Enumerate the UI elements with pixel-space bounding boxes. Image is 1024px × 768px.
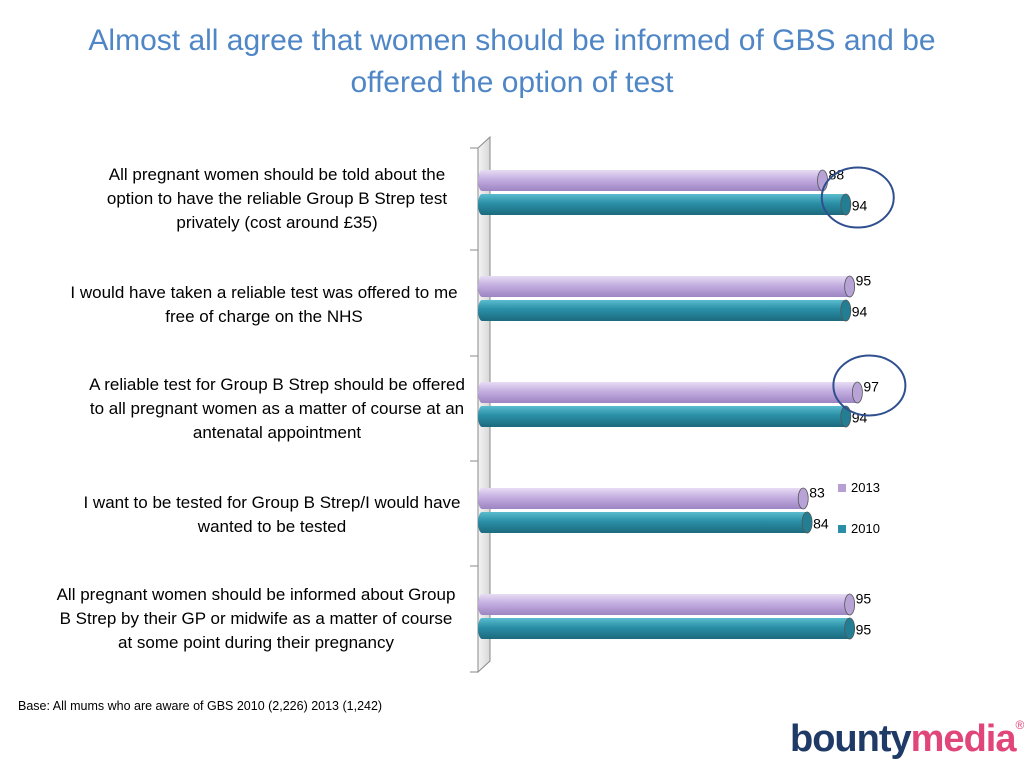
category-label-2: I would have taken a reliable test was o…	[70, 283, 458, 326]
y-axis	[470, 135, 491, 674]
bar-2013-4	[478, 487, 809, 510]
legend-item-2013: 2013	[838, 480, 880, 495]
bountymedia-logo: bountymedia®	[790, 718, 1024, 761]
value-label-2010-4: 84	[813, 516, 829, 532]
bar-2013-3	[478, 381, 863, 404]
logo-media: media	[910, 718, 1017, 760]
category-label-5: All pregnant women should be informed ab…	[56, 585, 456, 652]
value-label-2013-3: 97	[863, 379, 879, 395]
value-label-2013-4: 83	[809, 485, 825, 501]
chart-title: Almost all agree that women should be in…	[88, 24, 936, 99]
bar-2010-5	[478, 617, 856, 640]
value-label-2013-2: 95	[856, 273, 872, 289]
highlight-circle-1	[820, 166, 895, 229]
legend-swatch-2010	[838, 525, 846, 533]
value-label-2010-2: 94	[852, 304, 868, 320]
logo-bounty: bounty	[790, 718, 912, 760]
bar-2013-2	[478, 275, 856, 298]
bar-2013-1	[478, 169, 828, 192]
category-label-1: All pregnant women should be told about …	[106, 165, 448, 232]
legend-label-2010: 2010	[851, 521, 880, 536]
category-label-4: I want to be tested for Group B Strep/I …	[83, 493, 461, 536]
legend-swatch-2013	[838, 484, 846, 492]
value-label-2010-5: 95	[856, 622, 872, 638]
logo-registered-mark: ®	[1015, 718, 1024, 732]
bar-2010-3	[478, 405, 852, 428]
legend-label-2013: 2013	[851, 480, 880, 495]
bar-2013-5	[478, 593, 856, 616]
bar-2010-1	[478, 193, 852, 216]
legend-item-2010: 2010	[838, 521, 880, 536]
value-label-2013-1: 88	[829, 167, 845, 183]
base-note: Base: All mums who are aware of GBS 2010…	[18, 699, 383, 713]
value-label-2013-5: 95	[856, 591, 872, 607]
category-label-3: A reliable test for Group B Strep should…	[89, 375, 465, 442]
bar-2010-2	[478, 299, 852, 322]
value-label-2010-1: 94	[852, 198, 868, 214]
highlight-circle-2	[832, 354, 907, 417]
bar-2010-4	[478, 511, 813, 534]
